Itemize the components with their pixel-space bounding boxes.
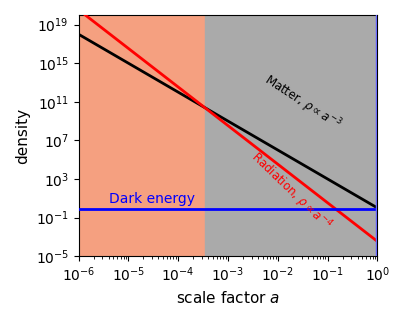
Y-axis label: density: density [15,108,30,164]
Bar [79,15,205,256]
Bar [205,15,377,256]
Text: Radiation, $\rho \propto a^{-4}$: Radiation, $\rho \propto a^{-4}$ [245,148,335,235]
X-axis label: scale factor $a$: scale factor $a$ [176,290,280,306]
Text: Matter, $\rho \propto a^{-3}$: Matter, $\rho \propto a^{-3}$ [260,71,344,135]
Text: Dark energy: Dark energy [109,192,195,205]
